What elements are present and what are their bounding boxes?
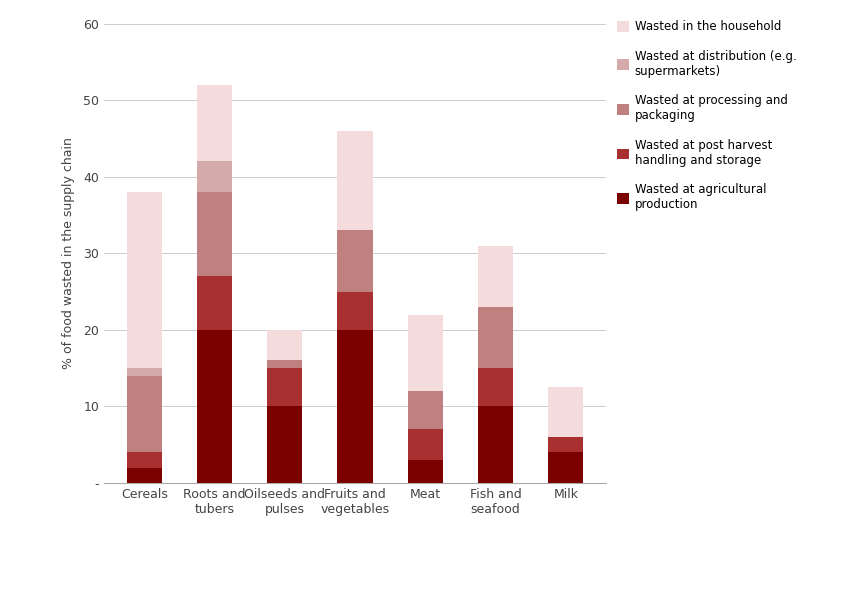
Bar: [478, 246, 514, 307]
Bar: [338, 330, 372, 483]
Bar: [126, 376, 162, 452]
Bar: [548, 437, 584, 452]
Bar: [197, 192, 232, 276]
Bar: [126, 468, 162, 483]
Bar: [268, 368, 302, 406]
Bar: [478, 368, 514, 406]
Bar: [197, 330, 232, 483]
Bar: [478, 406, 514, 483]
Bar: [126, 452, 162, 468]
Bar: [126, 192, 162, 368]
Bar: [197, 276, 232, 330]
Y-axis label: % of food wasted in the supply chain: % of food wasted in the supply chain: [61, 137, 74, 369]
Bar: [126, 368, 162, 376]
Bar: [548, 452, 584, 483]
Bar: [408, 391, 443, 429]
Bar: [408, 429, 443, 460]
Bar: [338, 292, 372, 330]
Bar: [268, 360, 302, 368]
Bar: [338, 230, 372, 292]
Bar: [197, 161, 232, 192]
Bar: [478, 307, 514, 368]
Bar: [548, 388, 584, 437]
Bar: [338, 131, 372, 230]
Bar: [268, 330, 302, 360]
Bar: [268, 406, 302, 483]
Legend: Wasted in the household, Wasted at distribution (e.g.
supermarkets), Wasted at p: Wasted in the household, Wasted at distr…: [617, 20, 797, 211]
Bar: [408, 460, 443, 483]
Bar: [408, 315, 443, 391]
Bar: [197, 85, 232, 161]
